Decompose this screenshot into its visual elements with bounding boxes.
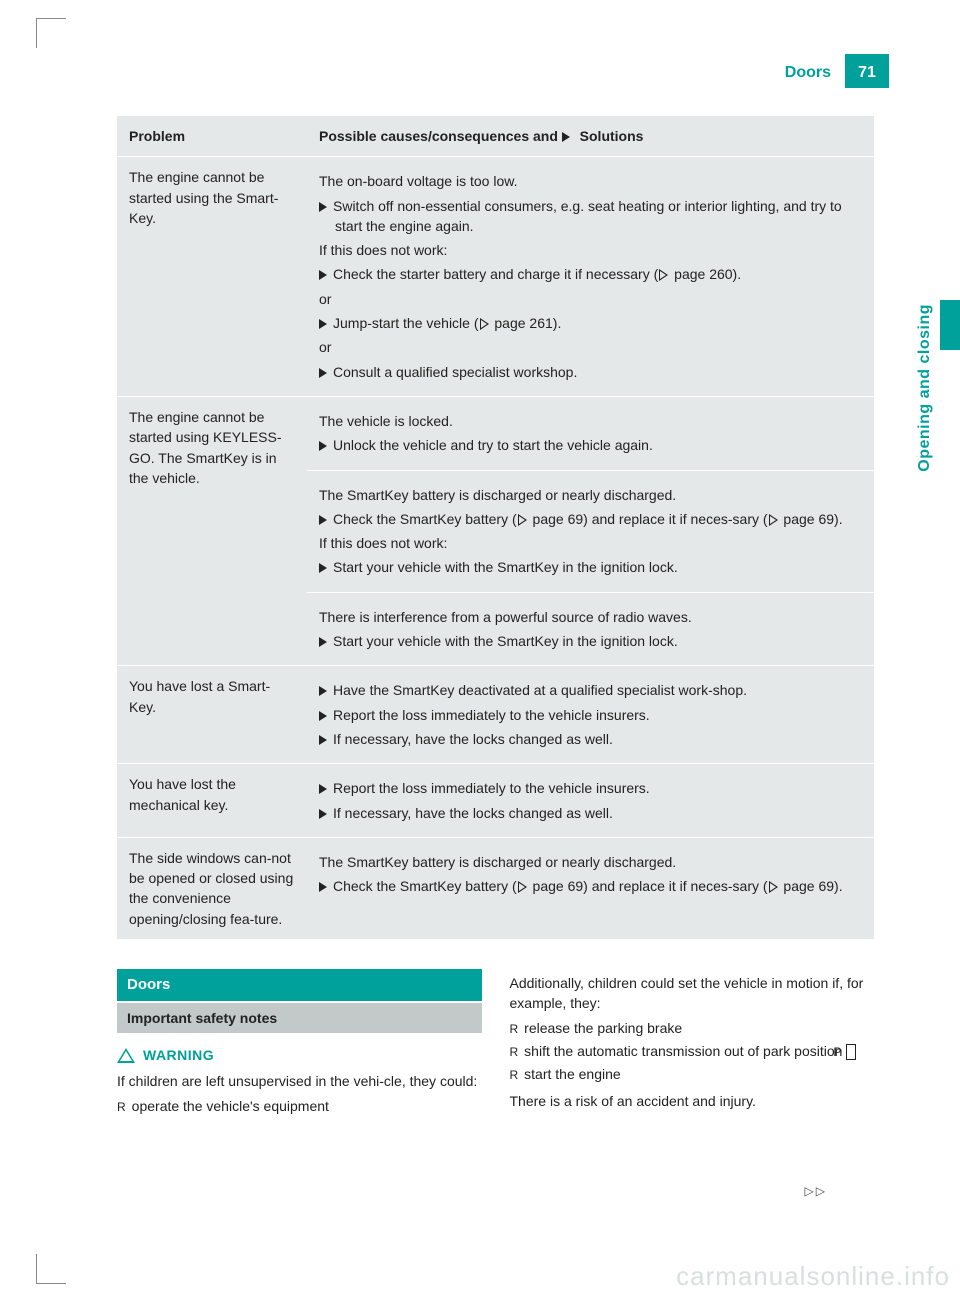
- info-line: The vehicle is locked.: [319, 411, 862, 431]
- action-line: If necessary, have the locks changed as …: [319, 729, 862, 749]
- table-row: The engine cannot be started using KEYLE…: [117, 396, 874, 470]
- action-line: Check the SmartKey battery ( page 69) an…: [319, 509, 862, 529]
- th-solutions-suffix: Solutions: [576, 128, 644, 144]
- action-line: Check the starter battery and charge it …: [319, 264, 862, 284]
- crop-mark-bl: [36, 1254, 66, 1284]
- solutions-arrow-icon: [562, 132, 570, 142]
- page-ref-icon: [518, 881, 527, 893]
- section-heading: Doors: [117, 969, 482, 1001]
- page: Doors 71 Problem Possible causes/consequ…: [117, 54, 889, 1244]
- troubleshoot-table: Problem Possible causes/consequences and…: [117, 116, 874, 939]
- problem-cell: You have lost the mechanical key.: [117, 764, 307, 838]
- list-item: Rshift the automatic transmission out of…: [510, 1041, 875, 1061]
- crop-mark-tl: [36, 18, 66, 48]
- action-arrow-icon: [319, 882, 327, 892]
- action-line: Start your vehicle with the SmartKey in …: [319, 557, 862, 577]
- action-arrow-icon: [319, 711, 327, 721]
- action-line: Have the SmartKey deactivated at a quali…: [319, 680, 862, 700]
- action-arrow-icon: [319, 270, 327, 280]
- action-arrow-icon: [319, 319, 327, 329]
- right-outro: There is a risk of an accident and injur…: [510, 1091, 875, 1111]
- info-line: There is interference from a powerful so…: [319, 607, 862, 627]
- th-solutions: Possible causes/consequences and Solutio…: [307, 116, 874, 157]
- left-column: Doors Important safety notes WARNING If …: [117, 969, 482, 1119]
- solution-cell: The on-board voltage is too low. Switch o…: [307, 157, 874, 397]
- action-line: Check the SmartKey battery ( page 69) an…: [319, 876, 862, 896]
- list-item: Rstart the engine: [510, 1064, 875, 1084]
- action-arrow-icon: [319, 441, 327, 451]
- info-line: The SmartKey battery is discharged or ne…: [319, 852, 862, 872]
- action-arrow-icon: [319, 368, 327, 378]
- solution-cell: The vehicle is locked. Unlock the vehicle…: [307, 396, 874, 470]
- side-tab-label: Opening and closing: [909, 300, 940, 476]
- problem-cell: The engine cannot be started using the S…: [117, 157, 307, 397]
- info-line: or: [319, 289, 862, 309]
- table-row: The side windows can-not be opened or cl…: [117, 837, 874, 939]
- page-ref-icon: [769, 514, 778, 526]
- action-arrow-icon: [319, 735, 327, 745]
- th-solutions-prefix: Possible causes/consequences and: [319, 128, 562, 144]
- page-header: Doors 71: [117, 54, 889, 88]
- action-arrow-icon: [319, 515, 327, 525]
- action-line: If necessary, have the locks changed as …: [319, 803, 862, 823]
- action-arrow-icon: [319, 637, 327, 647]
- body-columns: Doors Important safety notes WARNING If …: [117, 969, 874, 1119]
- action-arrow-icon: [319, 686, 327, 696]
- problem-cell: The engine cannot be started using KEYLE…: [117, 396, 307, 665]
- solution-cell: Report the loss immediately to the vehic…: [307, 764, 874, 838]
- warning-label: WARNING: [143, 1045, 214, 1065]
- action-line: Report the loss immediately to the vehic…: [319, 778, 862, 798]
- table-row: You have lost the mechanical key. Report …: [117, 764, 874, 838]
- side-tab-marker: [940, 300, 960, 350]
- continued-icon: ▷▷: [805, 1183, 827, 1200]
- info-line: If this does not work:: [319, 240, 862, 260]
- page-ref-icon: [769, 881, 778, 893]
- subsection-heading: Important safety notes: [117, 1003, 482, 1033]
- page-header-title: Doors: [785, 54, 845, 88]
- solution-cell: Have the SmartKey deactivated at a quali…: [307, 666, 874, 764]
- list-item: Roperate the vehicle's equipment: [117, 1096, 482, 1116]
- action-arrow-icon: [319, 202, 327, 212]
- problem-cell: The side windows can-not be opened or cl…: [117, 837, 307, 939]
- th-problem: Problem: [117, 116, 307, 157]
- problem-cell: You have lost a Smart-Key.: [117, 666, 307, 764]
- action-arrow-icon: [319, 784, 327, 794]
- side-tab: Opening and closing: [909, 300, 960, 560]
- list-item: Rrelease the parking brake: [510, 1018, 875, 1038]
- left-intro: If children are left unsupervised in the…: [117, 1071, 482, 1091]
- page-number: 71: [845, 54, 889, 88]
- warning-triangle-icon: [117, 1048, 135, 1063]
- action-line: Start your vehicle with the SmartKey in …: [319, 631, 862, 651]
- right-column: Additionally, children could set the veh…: [510, 969, 875, 1119]
- action-arrow-icon: [319, 563, 327, 573]
- solution-cell: The SmartKey battery is discharged or ne…: [307, 837, 874, 939]
- action-line: Switch off non-essential consumers, e.g.…: [319, 196, 862, 237]
- table-row: The engine cannot be started using the S…: [117, 157, 874, 397]
- solution-cell: There is interference from a powerful so…: [307, 592, 874, 666]
- action-line: Consult a qualified specialist workshop.: [319, 362, 862, 382]
- solution-cell: The SmartKey battery is discharged or ne…: [307, 470, 874, 592]
- action-line: Jump-start the vehicle ( page 261).: [319, 313, 862, 333]
- right-intro: Additionally, children could set the veh…: [510, 973, 875, 1014]
- action-line: Report the loss immediately to the vehic…: [319, 705, 862, 725]
- watermark: carmanualsonline.info: [676, 1258, 950, 1296]
- action-line: Unlock the vehicle and try to start the …: [319, 435, 862, 455]
- park-position-box: P: [846, 1044, 856, 1060]
- page-ref-icon: [518, 514, 527, 526]
- page-ref-icon: [480, 318, 489, 330]
- info-line: If this does not work:: [319, 533, 862, 553]
- table-row: You have lost a Smart-Key. Have the Smart…: [117, 666, 874, 764]
- page-ref-icon: [659, 269, 668, 281]
- info-line: or: [319, 337, 862, 357]
- info-line: The on-board voltage is too low.: [319, 171, 862, 191]
- info-line: The SmartKey battery is discharged or ne…: [319, 485, 862, 505]
- action-arrow-icon: [319, 809, 327, 819]
- warning-header: WARNING: [117, 1045, 482, 1065]
